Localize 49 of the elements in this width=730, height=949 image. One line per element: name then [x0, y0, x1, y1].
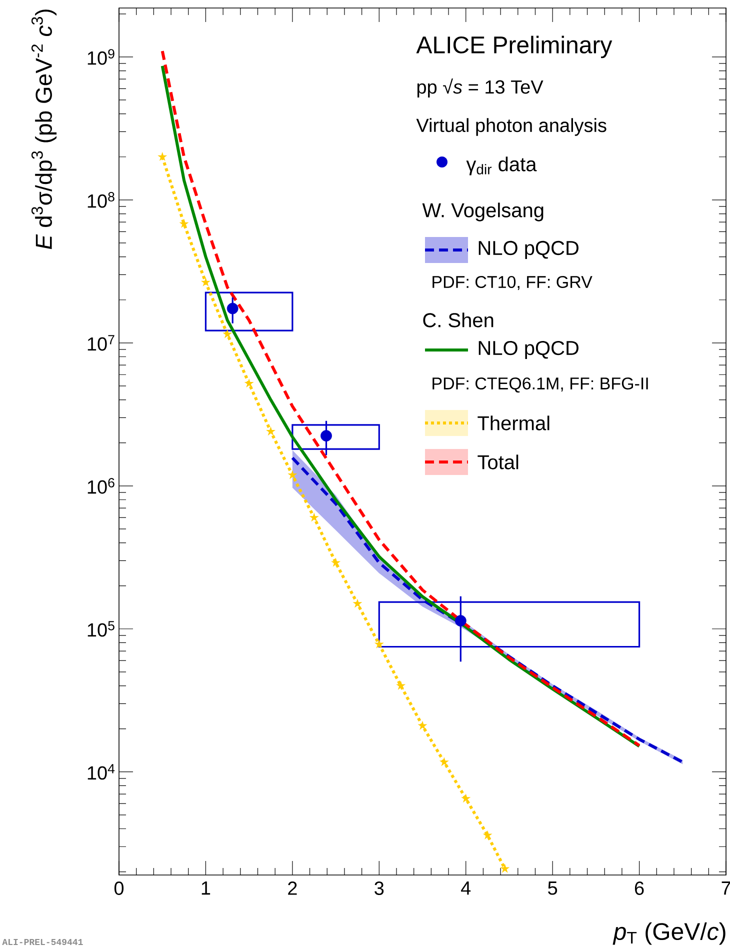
- point: [158, 152, 168, 161]
- legend-label: NLO pQCD: [478, 240, 578, 260]
- legend-label: Total: [478, 454, 518, 470]
- point: [396, 680, 406, 690]
- x-tick-label: 4: [461, 882, 471, 895]
- y-tick-label: 10$^{6}$: [88, 478, 114, 494]
- legend-label: Thermal: [478, 416, 550, 430]
- point: [200, 277, 210, 286]
- y-tick-label: 10$^{7}$: [88, 335, 114, 351]
- x-tick-label: 7: [722, 882, 730, 895]
- text: pp √s = 13 TeV: [417, 78, 544, 98]
- point: [374, 639, 384, 648]
- point: [288, 470, 298, 480]
- point: [222, 329, 232, 338]
- annotation: C. Shen: [423, 312, 494, 328]
- annotation: W. Vogelsang: [422, 202, 544, 222]
- point: [352, 598, 362, 608]
- x-tick-label: 0: [114, 882, 124, 895]
- x-tick-label: 3: [374, 882, 384, 895]
- point: [266, 426, 276, 436]
- point: [226, 302, 238, 314]
- y-tick-label: 10$^{9}$: [88, 49, 114, 65]
- point: [418, 720, 428, 730]
- x-tick-label: 6: [634, 882, 644, 895]
- y-tick-label: 10$^{5}$: [88, 621, 114, 637]
- annotation: PDF: CTEQ6.1M, FF: BFG-II: [432, 377, 648, 393]
- annotation: PDF: CT10, FF: GRV: [432, 276, 592, 290]
- x-axis-title: p$_{T}$ (GeV/c): [612, 922, 726, 945]
- text: E d$^{3}$σ/dp$^{3}$ (pb GeV$^{-2}$ c$^{3}$): [31, 10, 57, 250]
- point: [309, 512, 319, 522]
- x-tick-label: 5: [548, 882, 558, 895]
- point: [244, 378, 254, 388]
- legend-label: γ$_{dir}$ data: [466, 156, 537, 176]
- x-tick-label: 1: [202, 882, 210, 895]
- point: [500, 864, 510, 873]
- point: [454, 615, 466, 626]
- x-tick-label: 2: [288, 882, 297, 895]
- y-tick-label: 10$^{4}$: [88, 764, 115, 780]
- text: ALICE Preliminary: [416, 36, 612, 58]
- point: [179, 218, 189, 228]
- text: ALI-PREL-549441: [2, 938, 83, 946]
- point: [320, 430, 332, 442]
- point: [439, 757, 449, 766]
- y-tick-label: 10$^{8}$: [88, 192, 114, 208]
- point: [461, 794, 471, 803]
- point: [482, 830, 492, 840]
- point: [331, 558, 341, 567]
- legend-label: NLO pQCD: [478, 340, 578, 360]
- annotation: Virtual photon analysis: [416, 118, 606, 136]
